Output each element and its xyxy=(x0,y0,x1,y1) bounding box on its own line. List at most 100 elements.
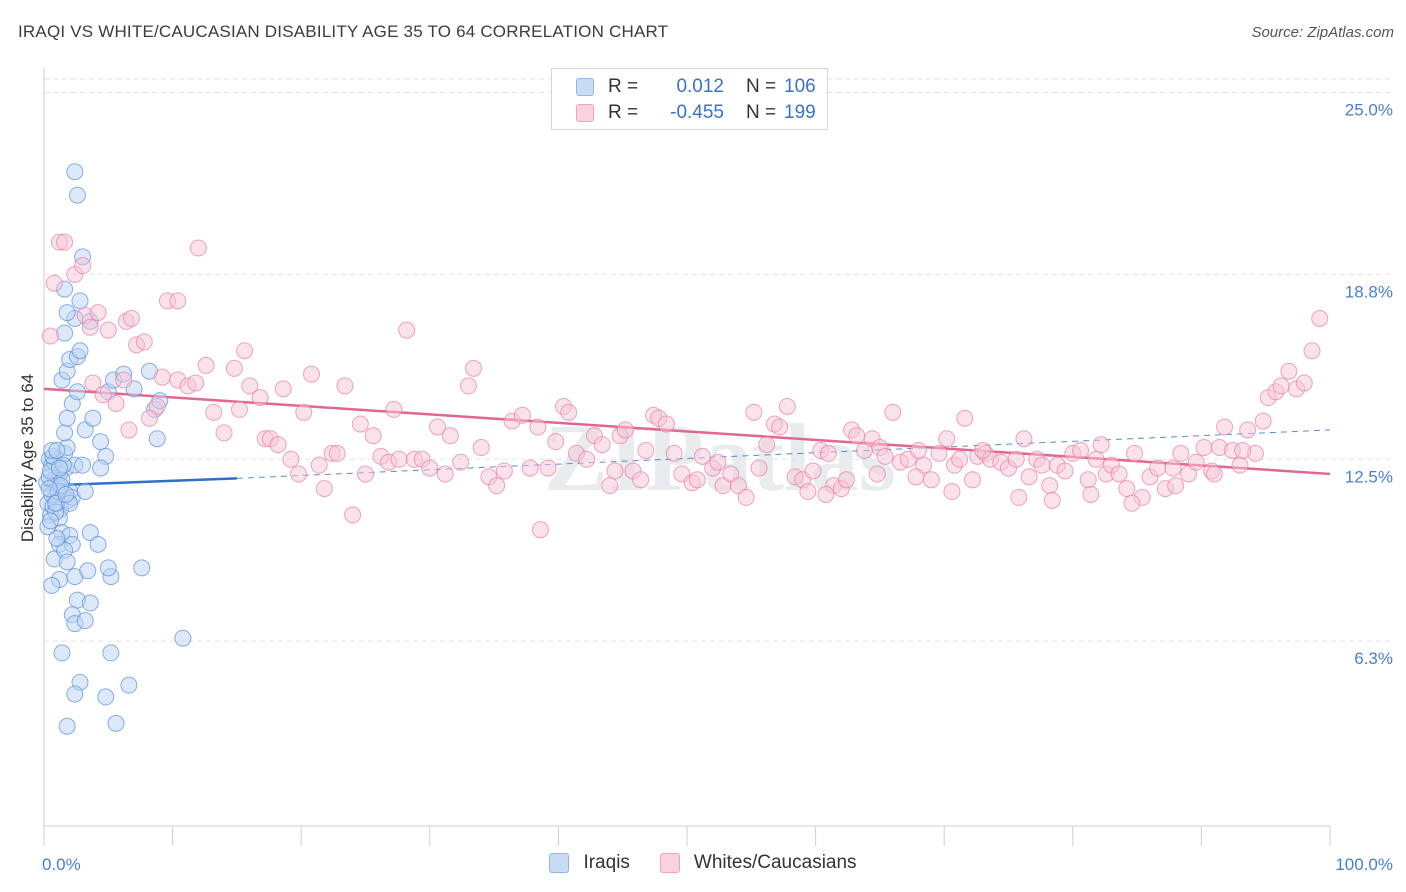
y-axis-label: Disability Age 35 to 64 xyxy=(18,374,37,542)
white-point xyxy=(1043,491,1061,509)
iraqi-point xyxy=(68,186,86,204)
white-point xyxy=(385,400,403,418)
iraqi-point xyxy=(53,644,71,662)
white-point xyxy=(956,409,974,427)
white-point xyxy=(616,421,634,439)
legend-r-label: R = xyxy=(608,102,639,123)
legend-label-whites: Whites/Caucasians xyxy=(693,852,857,873)
white-point xyxy=(41,327,59,345)
white-point xyxy=(963,471,981,489)
white-point xyxy=(351,415,369,433)
white-point xyxy=(1280,362,1298,380)
white-point xyxy=(722,465,740,483)
white-point xyxy=(225,359,243,377)
white-point xyxy=(295,403,313,421)
iraqi-point xyxy=(92,459,110,477)
white-point xyxy=(1187,453,1205,471)
white-point xyxy=(1272,377,1290,395)
white-point xyxy=(737,488,755,506)
white-point xyxy=(302,365,320,383)
white-point xyxy=(531,521,549,539)
x-tick-label-min: 0.0% xyxy=(42,855,81,874)
iraqi-point xyxy=(58,304,76,322)
legend-label-iraqis: Iraqis xyxy=(583,852,630,873)
white-point xyxy=(804,462,822,480)
white-point xyxy=(465,359,483,377)
legend-r-value: 0.012 xyxy=(676,76,724,97)
iraqi-point xyxy=(66,685,84,703)
legend-n-label: N = xyxy=(746,76,777,97)
white-point xyxy=(539,459,557,477)
white-point xyxy=(1015,430,1033,448)
legend-r-value: -0.455 xyxy=(670,102,724,123)
iraqi-point xyxy=(174,629,192,647)
iraqi-point xyxy=(48,441,66,459)
white-point xyxy=(709,453,727,471)
white-point xyxy=(1231,456,1249,474)
white-point xyxy=(230,400,248,418)
white-point xyxy=(441,427,459,445)
white-point xyxy=(943,483,961,501)
iraqi-point xyxy=(50,459,68,477)
white-point xyxy=(1180,465,1198,483)
white-point xyxy=(745,403,763,421)
white-point xyxy=(364,427,382,445)
y-tick-label: 12.5% xyxy=(1345,467,1393,486)
white-point xyxy=(974,441,992,459)
white-point xyxy=(274,380,292,398)
white-point xyxy=(94,386,112,404)
source-label: Source: ZipAtlas.com xyxy=(1251,24,1394,41)
iraqi-point xyxy=(48,529,66,547)
white-point xyxy=(632,471,650,489)
iraqi-point xyxy=(43,576,61,594)
x-tick-label-max: 100.0% xyxy=(1335,855,1393,874)
white-point xyxy=(868,465,886,483)
white-point xyxy=(140,409,158,427)
white-point xyxy=(169,292,187,310)
y-tick-label: 25.0% xyxy=(1345,101,1393,120)
white-point xyxy=(421,459,439,477)
white-point xyxy=(930,444,948,462)
white-point xyxy=(915,456,933,474)
legend-swatch-whites xyxy=(576,104,594,122)
white-point xyxy=(215,424,233,442)
white-point xyxy=(907,468,925,486)
white-point xyxy=(344,506,362,524)
white-point xyxy=(606,462,624,480)
white-point xyxy=(189,239,207,257)
iraqi-point xyxy=(76,483,94,501)
legend-item-whites: Whites/Caucasians xyxy=(659,852,857,874)
white-point xyxy=(1033,456,1051,474)
iraqi-point xyxy=(74,456,92,474)
white-point xyxy=(1041,477,1059,495)
iraqi-point xyxy=(76,612,94,630)
white-point xyxy=(148,397,166,415)
white-point xyxy=(120,421,138,439)
legend-n-value: 199 xyxy=(784,102,816,123)
white-point xyxy=(848,427,866,445)
white-point xyxy=(1123,494,1141,512)
white-point xyxy=(1010,488,1028,506)
white-point xyxy=(315,480,333,498)
white-point xyxy=(819,444,837,462)
white-point xyxy=(513,406,531,424)
y-tick-label: 18.8% xyxy=(1345,282,1393,301)
white-point xyxy=(693,447,711,465)
white-point xyxy=(750,459,768,477)
legend-row-iraqis: R = 0.012 N = 106 xyxy=(576,74,824,100)
white-point xyxy=(729,477,747,495)
series-legend: Iraqis Whites/Caucasians xyxy=(0,852,1406,874)
white-point xyxy=(1072,441,1090,459)
iraqi-point xyxy=(148,430,166,448)
legend-r-label: R = xyxy=(608,76,639,97)
grid xyxy=(44,78,1393,642)
white-point xyxy=(488,477,506,495)
iraqi-point xyxy=(71,342,89,360)
white-point xyxy=(241,377,259,395)
white-point xyxy=(56,233,74,251)
iraqi-point xyxy=(71,292,89,310)
white-point xyxy=(81,318,99,336)
white-point xyxy=(1056,462,1074,480)
white-point xyxy=(328,444,346,462)
white-point xyxy=(436,465,454,483)
